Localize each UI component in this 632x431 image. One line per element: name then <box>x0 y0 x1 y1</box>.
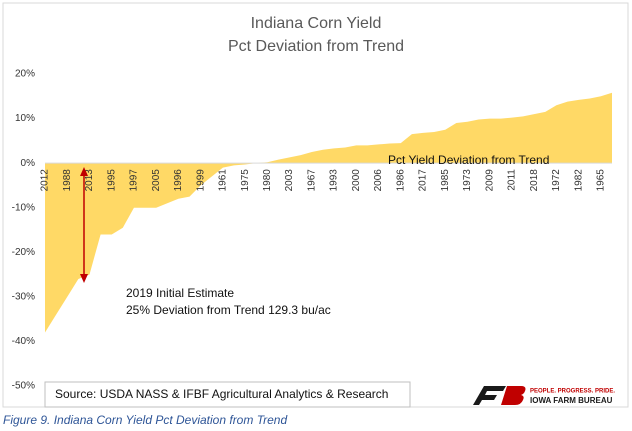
y-tick-label: -40% <box>12 336 35 347</box>
x-tick-label: 2000 <box>351 169 362 192</box>
source-box <box>44 381 411 408</box>
x-tick-label: 1985 <box>440 169 451 192</box>
annotation: 2019 Initial Estimate <box>126 286 234 300</box>
x-tick-label: 2009 <box>484 169 495 192</box>
y-tick-label: -30% <box>12 291 35 302</box>
x-tick-label: 1988 <box>62 169 73 192</box>
chart-title: Pct Deviation from Trend <box>228 38 404 55</box>
chart-title: Indiana Corn Yield <box>251 15 382 32</box>
x-tick-label: 1961 <box>218 169 229 192</box>
plot-area: -50% -40% -30% -20% -10% 0% 10% 20% 2012 1988 2013… <box>12 69 612 392</box>
x-tick-label: 2005 <box>151 169 162 192</box>
x-tick-label: 2017 <box>418 169 429 192</box>
y-tick-label: -20% <box>12 247 35 258</box>
y-tick-label: 0% <box>21 158 36 169</box>
x-tick-label: 1973 <box>462 169 473 192</box>
x-tick-label: 1997 <box>129 169 140 192</box>
x-tick-label: 1972 <box>551 169 562 192</box>
x-tick-label: 2003 <box>284 169 295 192</box>
legend-label: Pct Yield Deviation from Trend <box>388 153 549 167</box>
x-tick-label: 1965 <box>596 169 607 192</box>
x-tick-label: 2012 <box>40 169 51 192</box>
logo-name: IOWA FARM BUREAU <box>530 396 613 405</box>
logo-tagline: PEOPLE. PROGRESS. PRIDE. <box>530 389 615 395</box>
x-tick-label: 2011 <box>507 169 518 191</box>
x-tick-label: 2013 <box>84 169 95 192</box>
logo-mark <box>473 386 506 405</box>
annotation: 25% Deviation from Trend 129.3 bu/ac <box>126 303 331 317</box>
y-tick-label: -10% <box>12 202 35 213</box>
source: Source: USDA NASS & IFBF Agricultural An… <box>55 387 388 401</box>
x-tick-label: 1986 <box>395 169 406 192</box>
x-tick-label: 2018 <box>529 169 540 192</box>
logo: PEOPLE. PROGRESS. PRIDE. IOWA FARM BUREA… <box>473 386 615 405</box>
logo-mark <box>501 386 526 405</box>
y-tick-label: 20% <box>15 69 35 80</box>
x-tick-label: 1967 <box>306 169 317 192</box>
x-tick-label: 1999 <box>195 169 206 192</box>
y-tick-label: -50% <box>12 381 35 392</box>
x-tick-label: 1980 <box>262 169 273 192</box>
area <box>45 92 612 333</box>
y-tick-label: 10% <box>15 113 35 124</box>
x-tick-label: 1975 <box>240 169 251 192</box>
x-tick-label: 1996 <box>173 169 184 192</box>
caption: Figure 9. Indiana Corn Yield Pct Deviati… <box>3 413 287 427</box>
x-tick-label: 1993 <box>329 169 340 192</box>
x-tick-label: 1982 <box>573 169 584 192</box>
x-tick-label: 1995 <box>106 169 117 192</box>
x-tick-label: 2006 <box>373 169 384 192</box>
